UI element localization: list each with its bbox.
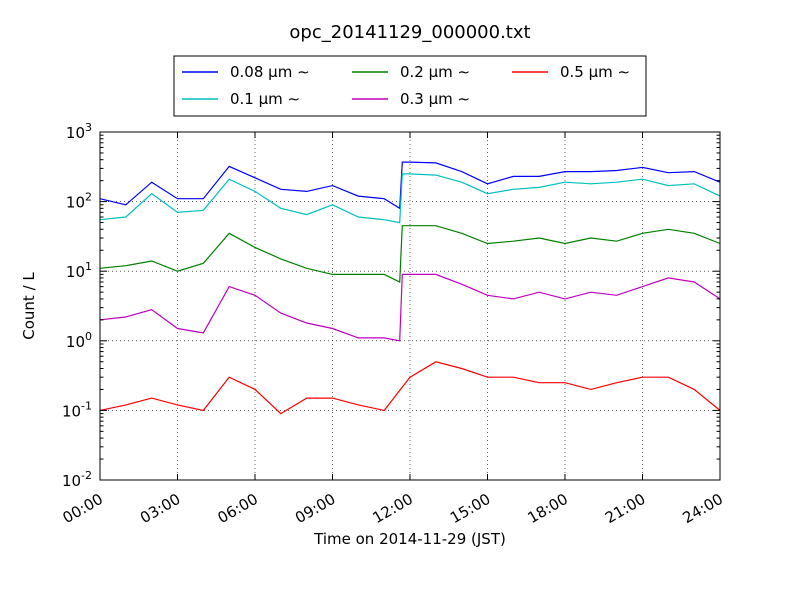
x-tick-label: 18:00	[525, 490, 571, 527]
y-tick-label: 10-1	[62, 399, 92, 420]
y-tick-base: 10	[62, 402, 81, 420]
series-line-1	[99, 173, 721, 224]
legend-label-2: 0.2 μm ∼	[400, 63, 470, 81]
y-tick-exponent: -2	[81, 469, 92, 482]
y-tick-label: 101	[66, 260, 92, 281]
legend: 0.08 μm ∼ 0.1 μm ∼ 0.2 μm ∼ 0.3 μm ∼ 0.5 μm …	[173, 55, 647, 117]
legend-label-1: 0.1 μm ∼	[230, 90, 300, 108]
legend-label-3: 0.3 μm ∼	[400, 90, 470, 108]
series-line-3	[99, 273, 721, 342]
x-tick-label: 03:00	[137, 490, 183, 527]
series-line-0	[99, 161, 721, 210]
y-tick-label: 102	[66, 191, 92, 212]
x-tick-label: 24:00	[680, 490, 726, 527]
y-tick-exponent: -1	[81, 399, 92, 412]
x-tick-label: 06:00	[215, 490, 261, 527]
x-tick-label: 09:00	[292, 490, 338, 527]
series-line-2	[99, 225, 721, 283]
y-tick-exponent: 3	[85, 121, 92, 134]
x-tick-labels: 00:00 03:00 06:00 09:00 12:00 15:00 18:00 21:00…	[60, 490, 726, 527]
y-tick-exponent: 1	[85, 260, 92, 273]
x-tick-label: 15:00	[447, 490, 493, 527]
y-tick-exponent: 0	[85, 330, 92, 343]
y-tick-base: 10	[66, 263, 85, 281]
y-tick-label: 10-2	[62, 469, 92, 490]
series-layer	[99, 161, 721, 415]
y-axis-label: Count / L	[20, 272, 38, 340]
legend-label-4: 0.5 μm ∼	[560, 63, 630, 81]
y-tick-label: 103	[66, 121, 92, 142]
grid-lines	[100, 132, 720, 480]
legend-label-0: 0.08 μm ∼	[230, 63, 310, 81]
chart-title: opc_20141129_000000.txt	[289, 22, 530, 43]
axis-ticks	[99, 131, 721, 481]
y-tick-base: 10	[66, 194, 85, 212]
series-line-4	[99, 361, 721, 415]
y-tick-base: 10	[66, 333, 85, 351]
x-tick-label: 00:00	[60, 490, 106, 527]
x-tick-label: 21:00	[602, 490, 648, 527]
y-tick-label: 100	[66, 330, 92, 351]
y-tick-exponent: 2	[85, 191, 92, 204]
x-axis-label: Time on 2014-11-29 (JST)	[313, 530, 506, 548]
legend-frame	[173, 55, 647, 117]
y-tick-base: 10	[62, 472, 81, 490]
x-tick-label: 12:00	[370, 490, 416, 527]
y-tick-base: 10	[66, 124, 85, 142]
